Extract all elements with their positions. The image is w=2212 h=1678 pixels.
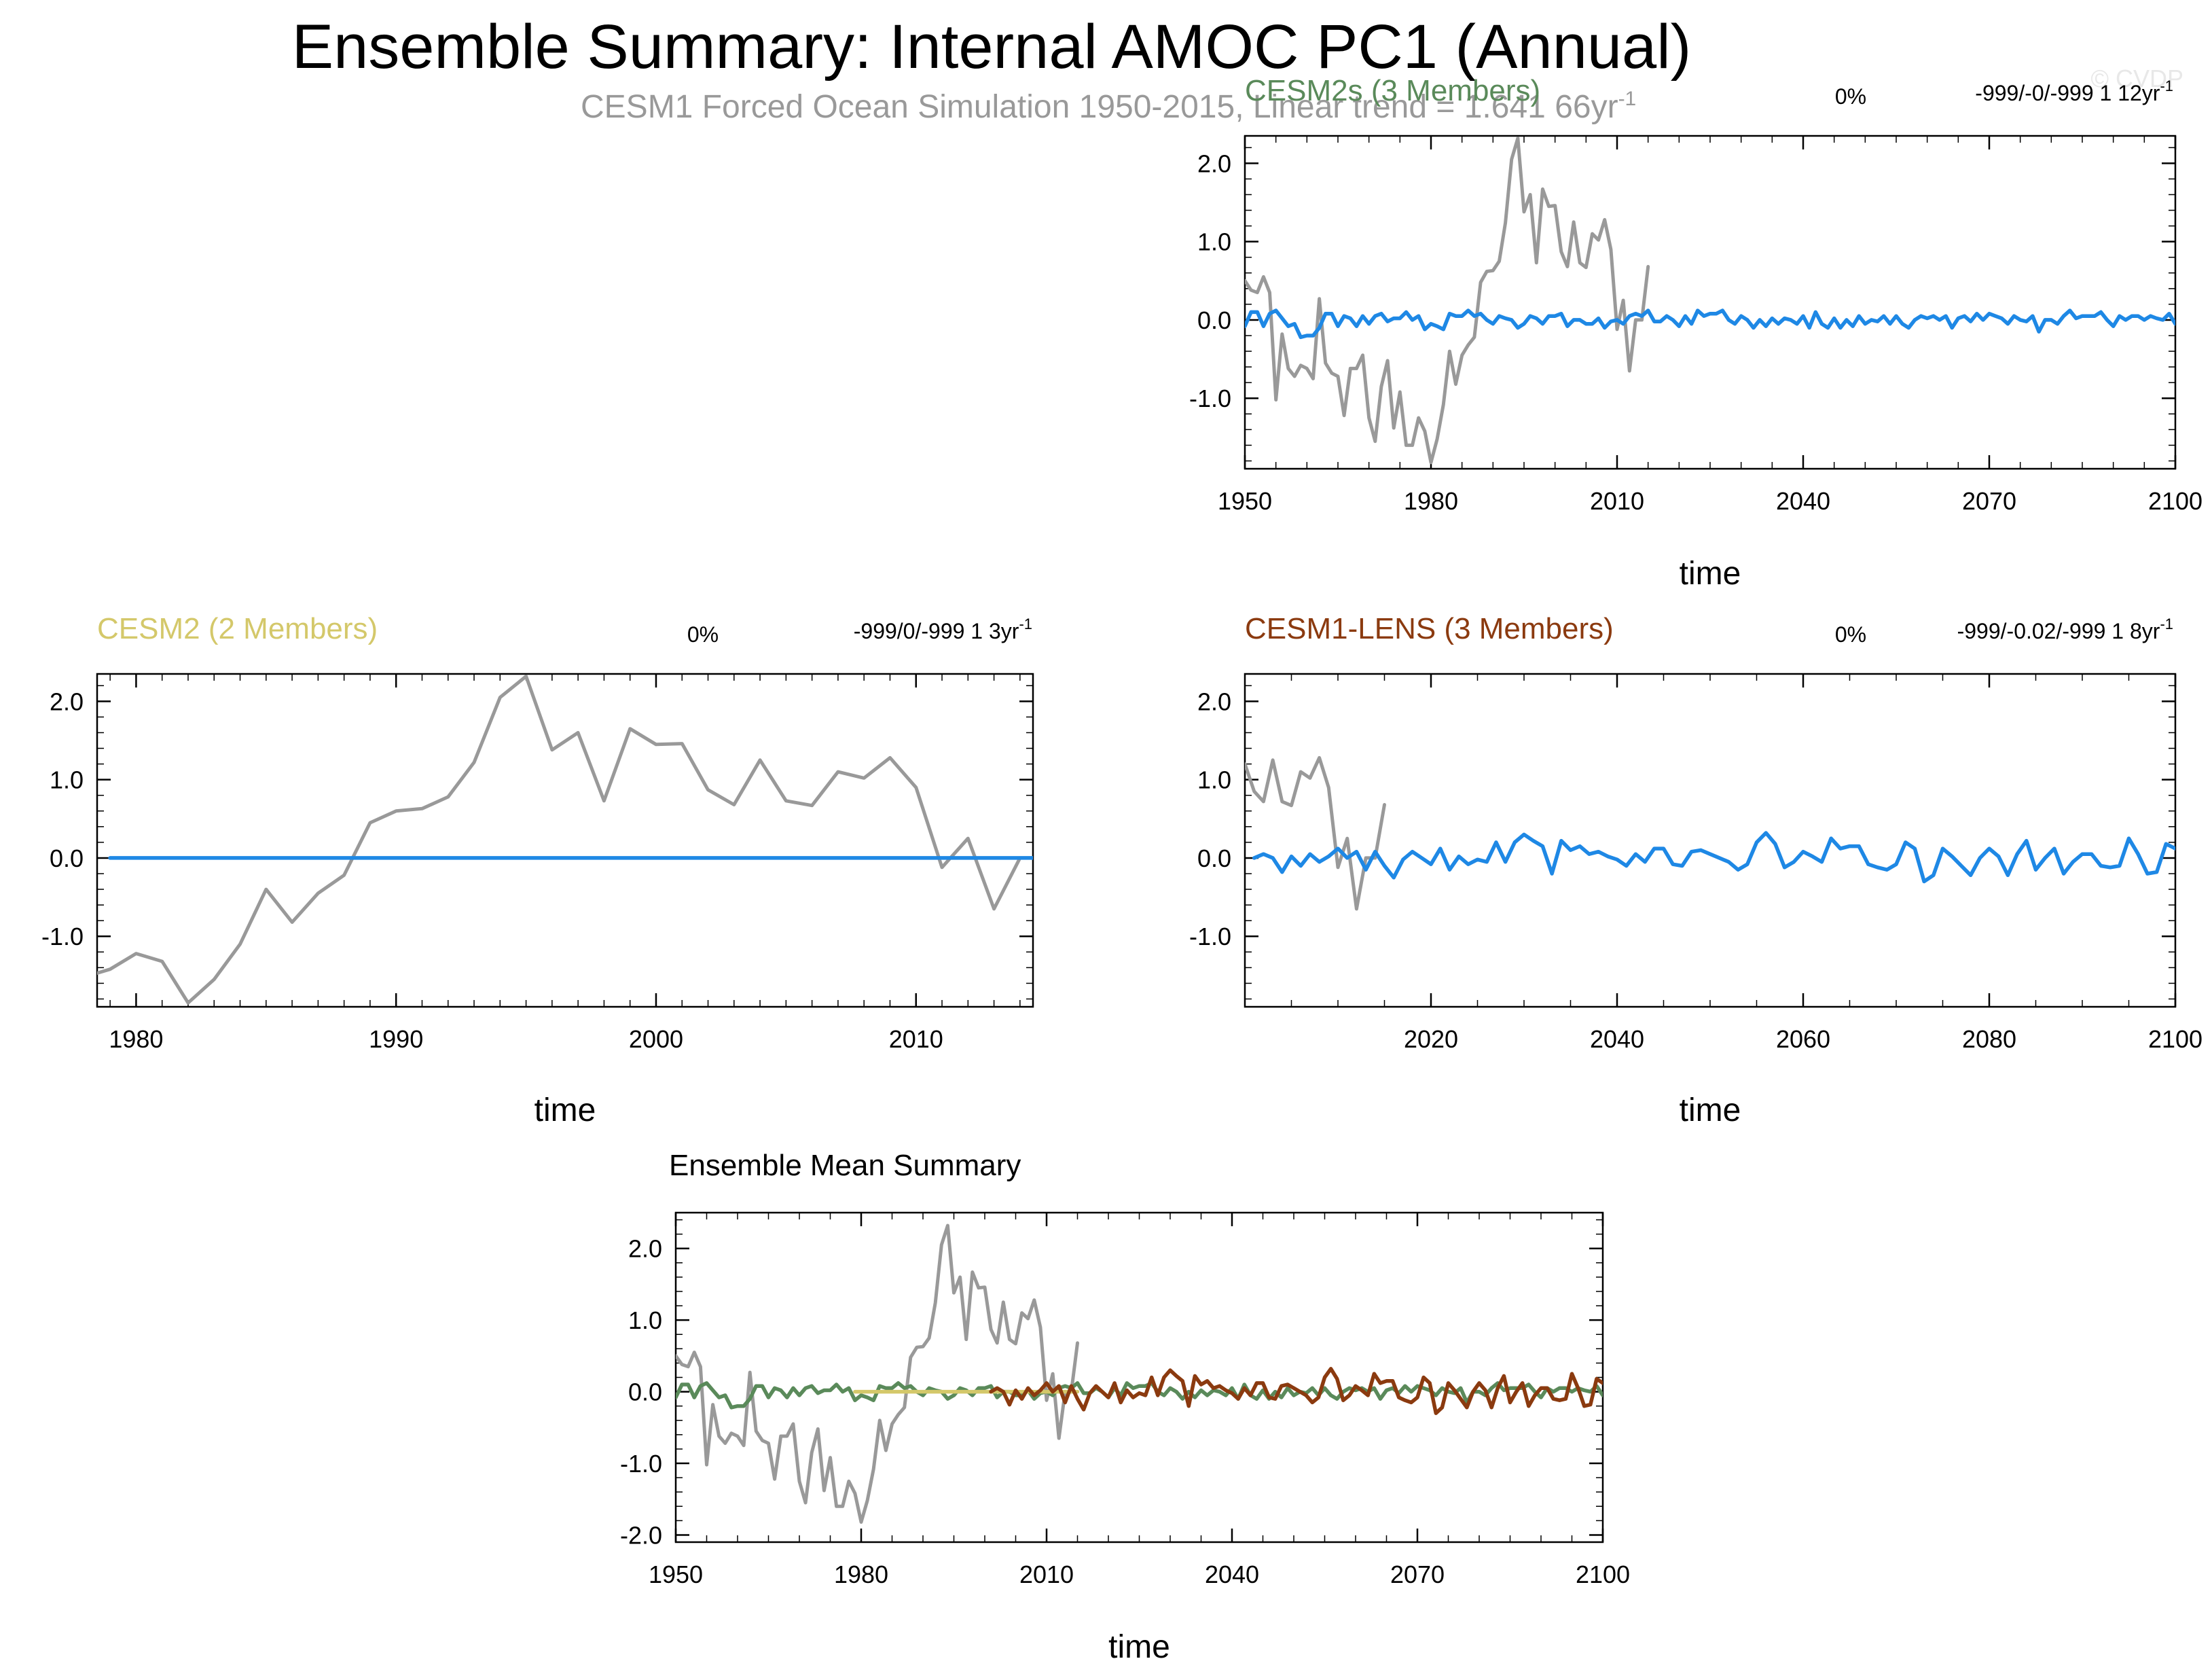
y-tick-label: 1.0 bbox=[50, 766, 84, 794]
series-group bbox=[1245, 755, 2175, 911]
x-tick-label: 2040 bbox=[1205, 1560, 1259, 1588]
x-tick-label: 2060 bbox=[1776, 1025, 1830, 1053]
y-tick-label: -1.0 bbox=[41, 923, 84, 950]
watermark: © CVDP bbox=[2090, 65, 2183, 92]
x-tick-label: 1950 bbox=[649, 1560, 703, 1588]
figure-title: Ensemble Summary: Internal AMOC PC1 (Ann… bbox=[292, 12, 1692, 82]
series-line-cesm1_lens bbox=[1252, 831, 2175, 884]
series-line-observed bbox=[1245, 137, 1650, 465]
y-tick-label: 1.0 bbox=[1197, 766, 1231, 794]
x-tick-label: 2070 bbox=[1962, 487, 2016, 515]
x-tick-label: 1980 bbox=[1404, 487, 1458, 515]
series-group bbox=[1245, 137, 2175, 465]
panel-stats: -999/0/-999 1 3yr-1 bbox=[854, 615, 1032, 643]
x-tick-label: 2010 bbox=[1590, 487, 1644, 515]
minor-ticks bbox=[675, 1213, 1603, 1542]
y-tick-label: 2.0 bbox=[628, 1235, 662, 1263]
x-tick-label: 2100 bbox=[1576, 1560, 1630, 1588]
series-line-observed bbox=[97, 675, 1033, 1005]
x-tick-label: 2080 bbox=[1962, 1025, 2016, 1053]
x-tick-label: 1990 bbox=[369, 1025, 423, 1053]
panel-cesm2: CESM2 (2 Members) 0% -999/0/-999 1 3yr-1 19… bbox=[41, 612, 1034, 1128]
panel-percent: 0% bbox=[1835, 622, 1866, 647]
series-line-observed bbox=[676, 1224, 1079, 1524]
x-tick-label: 1980 bbox=[109, 1025, 163, 1053]
y-tick-label: -1.0 bbox=[620, 1450, 662, 1478]
x-axis-label: time bbox=[1108, 1629, 1170, 1665]
y-tick-label: -1.0 bbox=[1189, 923, 1231, 950]
y-tick-label: 0.0 bbox=[1197, 306, 1231, 334]
y-tick-label: -2.0 bbox=[620, 1521, 662, 1549]
x-axis-label: time bbox=[534, 1092, 596, 1128]
x-tick-label: 2000 bbox=[629, 1025, 683, 1053]
minor-ticks bbox=[97, 674, 1033, 1007]
y-tick-label: -1.0 bbox=[1189, 385, 1231, 412]
series-line-observed bbox=[1245, 755, 1386, 911]
y-tick-label: 2.0 bbox=[50, 688, 84, 715]
panel-cesm2s: CESM2s (3 Members) 0% -999/-0/-999 1 12yr-… bbox=[1189, 74, 2202, 592]
y-tick-label: 0.0 bbox=[628, 1378, 662, 1406]
y-tick-label: 1.0 bbox=[1197, 228, 1231, 256]
x-axis-label: time bbox=[1680, 1092, 1741, 1128]
series-group bbox=[676, 1224, 1603, 1524]
x-tick-label: 2100 bbox=[2148, 1025, 2202, 1053]
panel-title: CESM2 (2 Members) bbox=[97, 612, 378, 645]
y-tick-label: 0.0 bbox=[1197, 844, 1231, 872]
series-line-mean_cesm2s bbox=[676, 1381, 1603, 1410]
y-tick-label: 1.0 bbox=[628, 1306, 662, 1334]
x-tick-label: 1980 bbox=[834, 1560, 888, 1588]
y-tick-label: 2.0 bbox=[1197, 688, 1231, 715]
figure-subtitle: CESM1 Forced Ocean Simulation 1950-2015,… bbox=[581, 88, 1636, 125]
x-tick-label: 2010 bbox=[1019, 1560, 1074, 1588]
minor-ticks bbox=[1244, 136, 2176, 469]
series-group bbox=[97, 675, 1033, 1005]
panel-percent: 0% bbox=[687, 622, 719, 647]
plot-frame bbox=[1244, 135, 2177, 470]
series-line-mean_cesm1_lens bbox=[989, 1367, 1603, 1415]
x-tick-label: 2070 bbox=[1390, 1560, 1445, 1588]
x-tick-label: 2020 bbox=[1404, 1025, 1458, 1053]
panel-ensemble_mean: Ensemble Mean Summary 1950 1980 2010 2040 207… bbox=[620, 1149, 1630, 1665]
plot-frame bbox=[1244, 673, 2177, 1008]
panel-stats: -999/-0/-999 1 12yr-1 bbox=[1975, 77, 2173, 105]
y-tick-label: 0.0 bbox=[50, 844, 84, 872]
plot-frame bbox=[96, 673, 1034, 1008]
plot-frame bbox=[674, 1211, 1604, 1543]
x-tick-label: 2100 bbox=[2148, 487, 2202, 515]
panel-percent: 0% bbox=[1835, 84, 1866, 109]
x-tick-label: 1950 bbox=[1218, 487, 1272, 515]
panel-cesm1_lens: CESM1-LENS (3 Members) 0% -999/-0.02/-999 … bbox=[1189, 612, 2202, 1128]
panel-title: CESM2s (3 Members) bbox=[1245, 74, 1540, 107]
panel-title: Ensemble Mean Summary bbox=[669, 1149, 1021, 1182]
x-tick-label: 2040 bbox=[1776, 487, 1830, 515]
y-tick-label: 2.0 bbox=[1197, 149, 1231, 177]
x-tick-label: 2010 bbox=[889, 1025, 943, 1053]
minor-ticks bbox=[1244, 674, 2176, 1007]
x-tick-label: 2040 bbox=[1590, 1025, 1644, 1053]
panel-stats: -999/-0.02/-999 1 8yr-1 bbox=[1957, 615, 2173, 643]
panel-title: CESM1-LENS (3 Members) bbox=[1245, 612, 1614, 645]
x-axis-label: time bbox=[1680, 556, 1741, 592]
panels: CESM2s (3 Members) 0% -999/-0/-999 1 12yr-… bbox=[41, 74, 2202, 1665]
series-line-cesm2s bbox=[1245, 308, 2175, 340]
